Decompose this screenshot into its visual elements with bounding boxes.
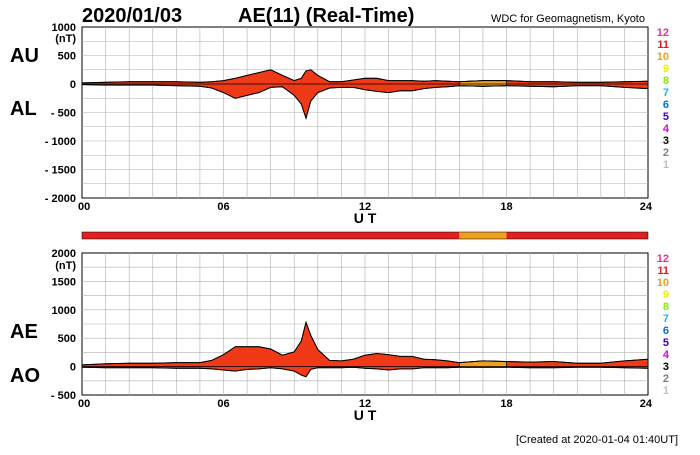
created-label: [Created at 2020-01-04 01:40UT] (516, 434, 678, 446)
station-scale-label: 1 (663, 159, 669, 171)
y-tick-label: 1500 (52, 276, 76, 288)
x-tick-label: 24 (640, 398, 653, 410)
x-tick-label: 00 (78, 201, 90, 213)
station-scale-label: 1 (663, 385, 669, 397)
y-tick-label: - 500 (51, 108, 76, 120)
station-scale-label: 8 (663, 75, 669, 87)
x-tick-label: 00 (78, 398, 90, 410)
station-bar-segment (82, 232, 460, 239)
series-line-al (81, 84, 649, 120)
x-tick-label: 18 (500, 398, 512, 410)
station-scale-label: 6 (663, 325, 669, 337)
x-axis-label: U T (354, 407, 377, 423)
x-tick-label: 18 (500, 201, 512, 213)
station-scale-label: 7 (663, 87, 669, 99)
x-axis-label: U T (354, 210, 377, 226)
station-scale-label: 9 (663, 289, 669, 301)
station-scale-label: 12 (657, 27, 669, 39)
station-scale-label: 6 (663, 99, 669, 111)
y-tick-label: - 500 (51, 390, 76, 402)
station-bar-segment (506, 232, 648, 239)
y-tick-label: 500 (58, 333, 76, 345)
station-scale-label: 4 (663, 349, 670, 361)
station-scale-label: 4 (663, 123, 670, 135)
station-scale-label: 5 (663, 111, 669, 123)
y-unit-label: (nT) (55, 260, 76, 272)
date-label: 2020/01/03 (82, 5, 182, 27)
source-label: WDC for Geomagnetism, Kyoto (491, 13, 645, 25)
station-scale-label: 8 (663, 301, 669, 313)
y-tick-label: 500 (58, 51, 76, 63)
au-al-panel: 1000 500 0 - 500 - 1000 - 1500 - 2000 (nT) 00 06 1… (10, 22, 653, 226)
x-tick-label: 12 (359, 398, 371, 410)
index-label-ao: AO (10, 365, 40, 387)
y-tick-label: 0 (70, 79, 76, 91)
y-tick-label: 1000 (52, 305, 76, 317)
index-label-au: AU (10, 45, 39, 67)
x-tick-label: 12 (359, 201, 371, 213)
index-label-ae: AE (10, 321, 38, 343)
station-scale-label: 10 (657, 277, 669, 289)
y-tick-label: - 2000 (45, 193, 76, 205)
station-scale-label: 9 (663, 63, 669, 75)
station-scale-label: 7 (663, 313, 669, 325)
x-tick-label: 06 (217, 398, 229, 410)
station-scale-label: 11 (657, 265, 669, 277)
station-scale-label: 3 (663, 135, 669, 147)
x-tick-label: 06 (217, 201, 229, 213)
chart-title: AE(11) (Real-Time) (238, 5, 414, 27)
station-scale-label: 11 (657, 39, 669, 51)
y-tick-label: 2000 (52, 248, 76, 260)
y-tick-label: - 1000 (45, 136, 76, 148)
station-count-bar (81, 231, 649, 240)
y-tick-label: 1000 (52, 22, 76, 34)
station-scale-label: 3 (663, 361, 669, 373)
y-tick-label: - 1500 (45, 165, 76, 177)
station-scale-label: 2 (663, 147, 669, 159)
station-scale-label: 2 (663, 373, 669, 385)
station-scale-label: 12 (657, 253, 669, 265)
series-line-ae (81, 320, 649, 366)
index-label-al: AL (10, 98, 37, 120)
series-line-au (81, 69, 649, 84)
x-tick-label: 24 (640, 201, 653, 213)
series-line-ao (81, 366, 649, 378)
y-tick-label: 0 (70, 362, 76, 374)
station-bar-frame (81, 231, 649, 240)
station-scale-label: 5 (663, 337, 669, 349)
y-unit-label: (nT) (55, 33, 76, 45)
station-bar-segment (459, 232, 507, 239)
ae-ao-panel: 2000 1500 1000 500 0 - 500 (nT) 00 06 12 18 24 U T AE… (10, 248, 653, 423)
station-scale-label: 10 (657, 51, 669, 63)
